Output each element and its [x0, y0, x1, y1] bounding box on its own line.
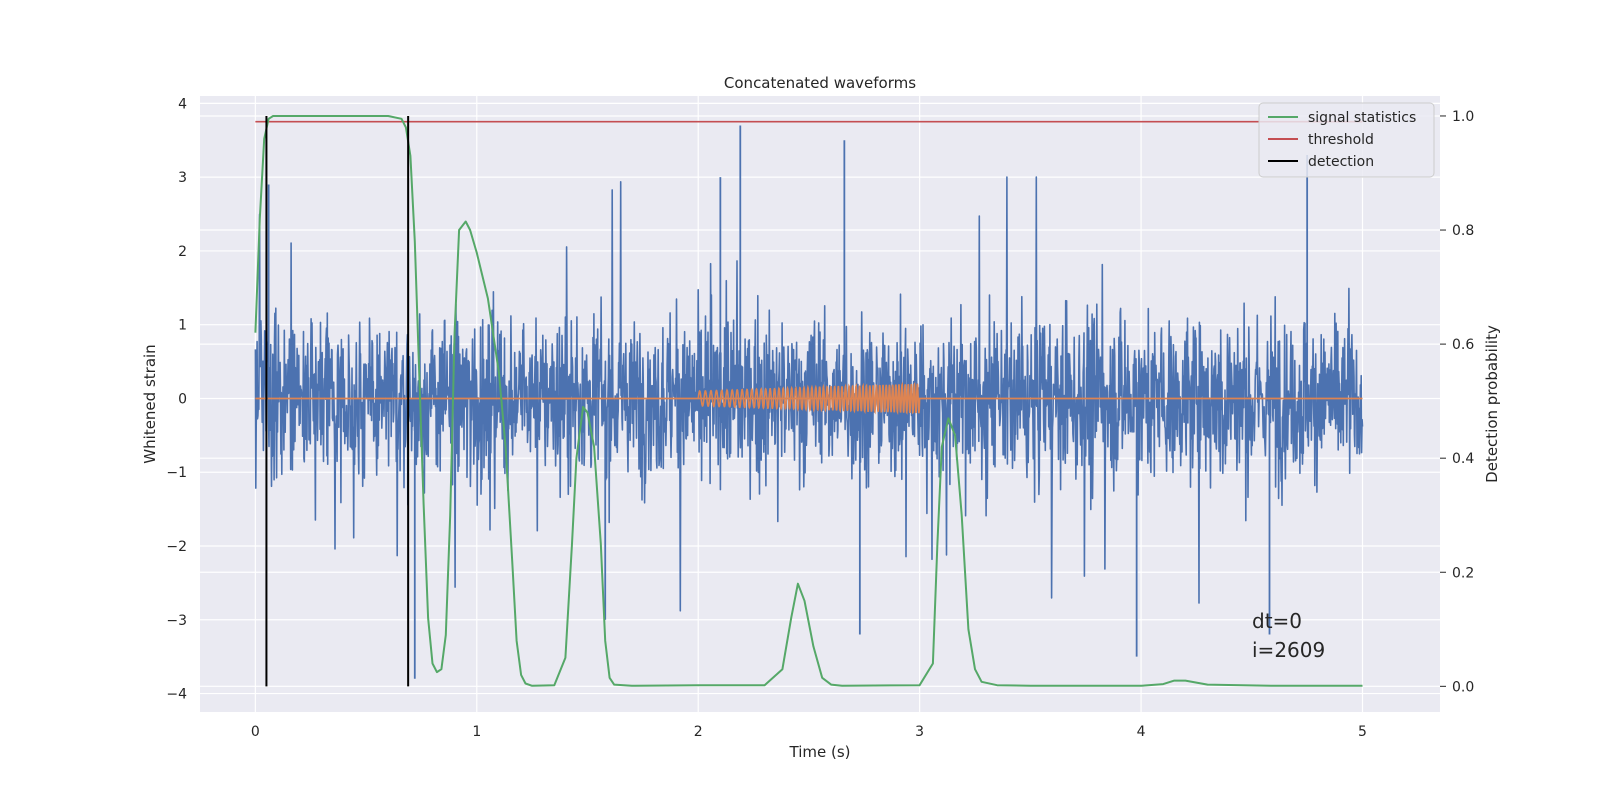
y-right-tick-label: 0.4: [1452, 451, 1474, 467]
x-tick-label: 3: [915, 724, 924, 740]
signal-statistics-line: [254, 115, 1363, 687]
legend-box: [1258, 102, 1435, 178]
x-tick-label: 0: [251, 724, 260, 740]
y-right-tick-label: 0.0: [1452, 679, 1474, 695]
y-tick-label: −2: [166, 539, 187, 555]
legend-label: detection: [1308, 154, 1374, 170]
y-tick-label: 2: [178, 244, 187, 260]
legend-label: signal statistics: [1308, 110, 1416, 126]
y-tick-label: 1: [178, 318, 187, 334]
strain-line: [254, 176, 1364, 612]
x-tick-label: 2: [694, 724, 703, 740]
y-tick-label: −3: [166, 613, 187, 629]
detection-layer: [254, 115, 1363, 687]
y-tick-label: 3: [178, 170, 187, 186]
annotation-index: i=2609: [1252, 638, 1325, 662]
y-right-tick-label: 1.0: [1452, 109, 1474, 125]
template-chirp: [697, 381, 921, 416]
x-tick-label: 4: [1137, 724, 1146, 740]
y-right-tick-label: 0.8: [1452, 223, 1474, 239]
y-right-tick-label: 0.2: [1452, 565, 1474, 581]
legend: signal statistics threshold detection: [1258, 102, 1435, 178]
legend-label: threshold: [1308, 132, 1374, 148]
x-tick-label: 5: [1358, 724, 1367, 740]
annotation-dt: dt=0: [1252, 609, 1302, 633]
whitened-strain-series: [254, 125, 1364, 679]
template-series: [255, 381, 1363, 416]
ticks: 0 1 2 3 4 5 −4 −3 −2 −1 0 1 2 3 4 0.0 0.2 0.4 0.6 0.8 1.0: [166, 96, 1474, 740]
y-tick-label: −4: [166, 687, 187, 703]
chart-title: Concatenated waveforms: [724, 74, 916, 92]
y-right-tick-label: 0.6: [1452, 337, 1474, 353]
x-axis-label: Time (s): [789, 743, 851, 761]
y-tick-label: 4: [178, 96, 187, 112]
y-axis-label: Whitened strain: [141, 344, 159, 463]
y-axis-label-right: Detection probability: [1483, 325, 1501, 483]
y-tick-label: 0: [178, 391, 187, 407]
x-tick-label: 1: [472, 724, 481, 740]
y-tick-label: −1: [166, 465, 187, 481]
